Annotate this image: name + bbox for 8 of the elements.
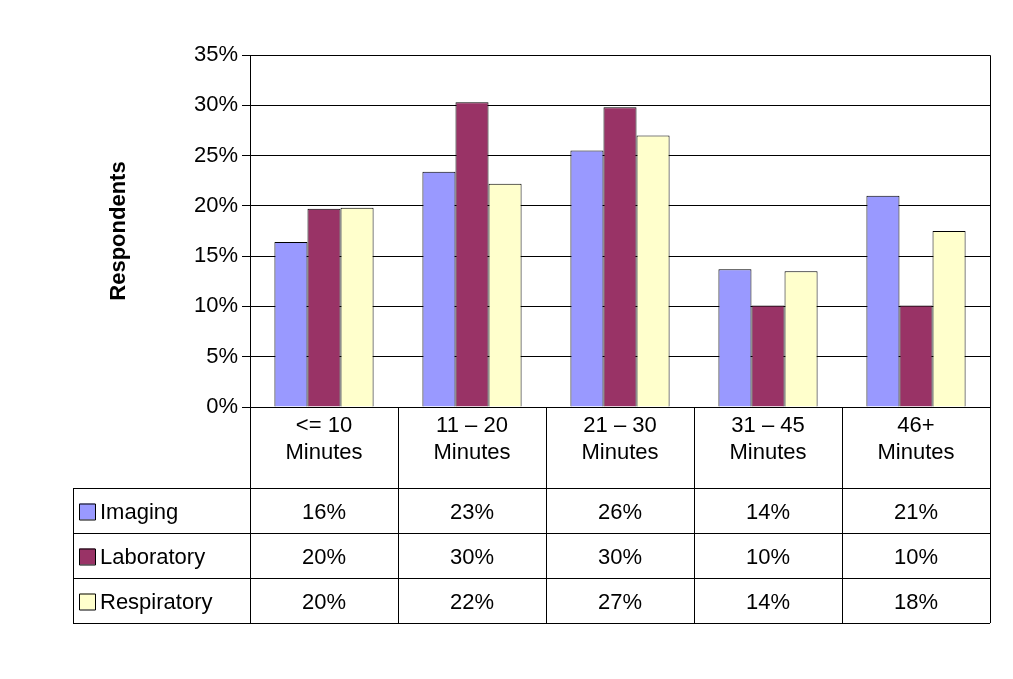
y-axis-title: Respondents bbox=[105, 161, 131, 301]
y-tick-label: 30% bbox=[193, 91, 238, 117]
y-tick-label: 35% bbox=[193, 41, 238, 67]
y-tick-label: 5% bbox=[206, 342, 238, 368]
y-tick-label: 10% bbox=[193, 292, 238, 318]
y-tick-label: 15% bbox=[193, 242, 238, 268]
y-tick-label: 25% bbox=[193, 141, 238, 167]
y-tick-label: 20% bbox=[193, 191, 238, 217]
